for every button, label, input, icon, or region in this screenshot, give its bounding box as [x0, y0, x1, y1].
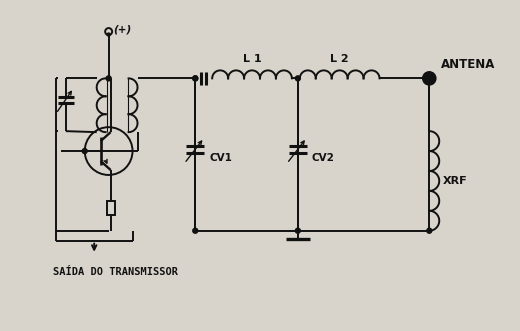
Circle shape: [107, 33, 110, 36]
Circle shape: [193, 228, 198, 233]
Circle shape: [82, 149, 87, 154]
Text: CV1: CV1: [209, 153, 232, 163]
Text: SAÍDA DO TRANSMISSOR: SAÍDA DO TRANSMISSOR: [53, 266, 178, 277]
Circle shape: [295, 76, 301, 81]
Circle shape: [427, 228, 432, 233]
Circle shape: [106, 76, 111, 81]
Text: XRF: XRF: [443, 176, 468, 186]
Text: CV2: CV2: [312, 153, 335, 163]
Text: ANTENA: ANTENA: [441, 58, 496, 71]
Text: L 2: L 2: [330, 54, 349, 65]
Text: (+): (+): [113, 24, 132, 34]
Circle shape: [423, 72, 435, 84]
Circle shape: [193, 76, 198, 81]
Circle shape: [295, 228, 301, 233]
Text: L 1: L 1: [243, 54, 262, 65]
Bar: [107, 202, 114, 215]
Circle shape: [193, 76, 198, 81]
